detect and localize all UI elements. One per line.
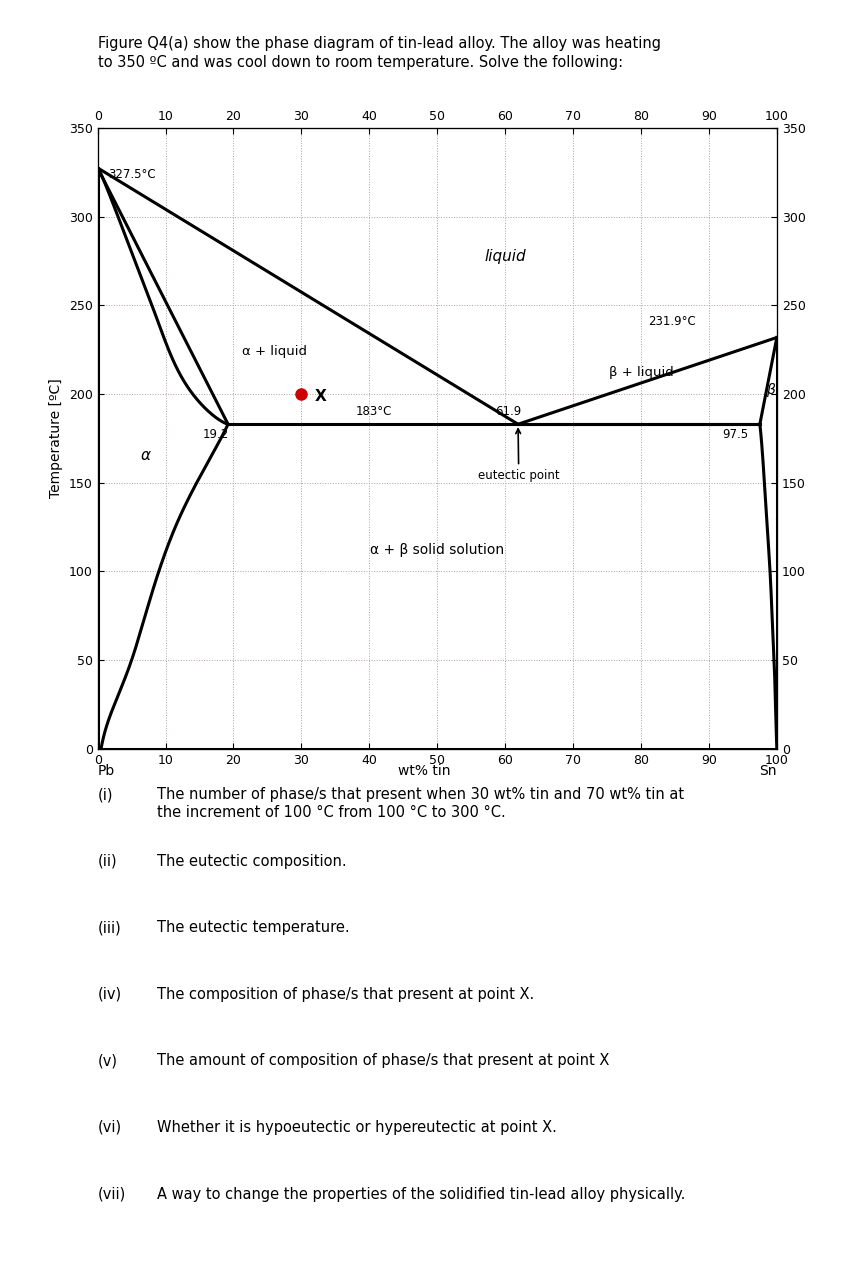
Text: 19.2: 19.2 <box>203 429 229 442</box>
Text: β + liquid: β + liquid <box>609 366 673 379</box>
Text: (ii): (ii) <box>98 854 117 869</box>
Text: 231.9°C: 231.9°C <box>648 315 695 328</box>
Text: β: β <box>766 383 774 397</box>
Text: 183°C: 183°C <box>356 406 392 419</box>
Text: The amount of composition of phase/s that present at point X: The amount of composition of phase/s tha… <box>157 1053 610 1069</box>
Y-axis label: Temperature [ºC]: Temperature [ºC] <box>49 379 64 498</box>
Text: (iv): (iv) <box>98 987 121 1002</box>
Text: Sn: Sn <box>759 764 777 778</box>
Text: A way to change the properties of the solidified tin-lead alloy physically.: A way to change the properties of the so… <box>157 1187 685 1202</box>
Text: to 350 ºC and was cool down to room temperature. Solve the following:: to 350 ºC and was cool down to room temp… <box>98 55 623 70</box>
Text: 61.9: 61.9 <box>495 406 521 419</box>
Text: Pb: Pb <box>98 764 115 778</box>
Text: liquid: liquid <box>484 250 526 264</box>
Text: The composition of phase/s that present at point X.: The composition of phase/s that present … <box>157 987 534 1002</box>
Text: 97.5: 97.5 <box>722 429 749 442</box>
Text: (v): (v) <box>98 1053 118 1069</box>
Text: α + liquid: α + liquid <box>242 346 306 358</box>
Text: The number of phase/s that present when 30 wt% tin and 70 wt% tin at
the increme: The number of phase/s that present when … <box>157 787 684 819</box>
Text: The eutectic composition.: The eutectic composition. <box>157 854 346 869</box>
Text: X: X <box>315 389 327 404</box>
Text: (iii): (iii) <box>98 920 121 936</box>
Text: α + β solid solution: α + β solid solution <box>370 543 504 557</box>
Text: (vi): (vi) <box>98 1120 121 1135</box>
Text: (vii): (vii) <box>98 1187 126 1202</box>
Text: α: α <box>140 448 150 462</box>
Text: 327.5°C: 327.5°C <box>108 168 155 180</box>
Text: Whether it is hypoeutectic or hypereutectic at point X.: Whether it is hypoeutectic or hypereutec… <box>157 1120 557 1135</box>
Text: The eutectic temperature.: The eutectic temperature. <box>157 920 350 936</box>
Text: eutectic point: eutectic point <box>478 429 559 483</box>
Text: (i): (i) <box>98 787 113 803</box>
Text: Figure Q4(a) show the phase diagram of tin-lead alloy. The alloy was heating: Figure Q4(a) show the phase diagram of t… <box>98 36 661 51</box>
Text: wt% tin: wt% tin <box>398 764 451 778</box>
